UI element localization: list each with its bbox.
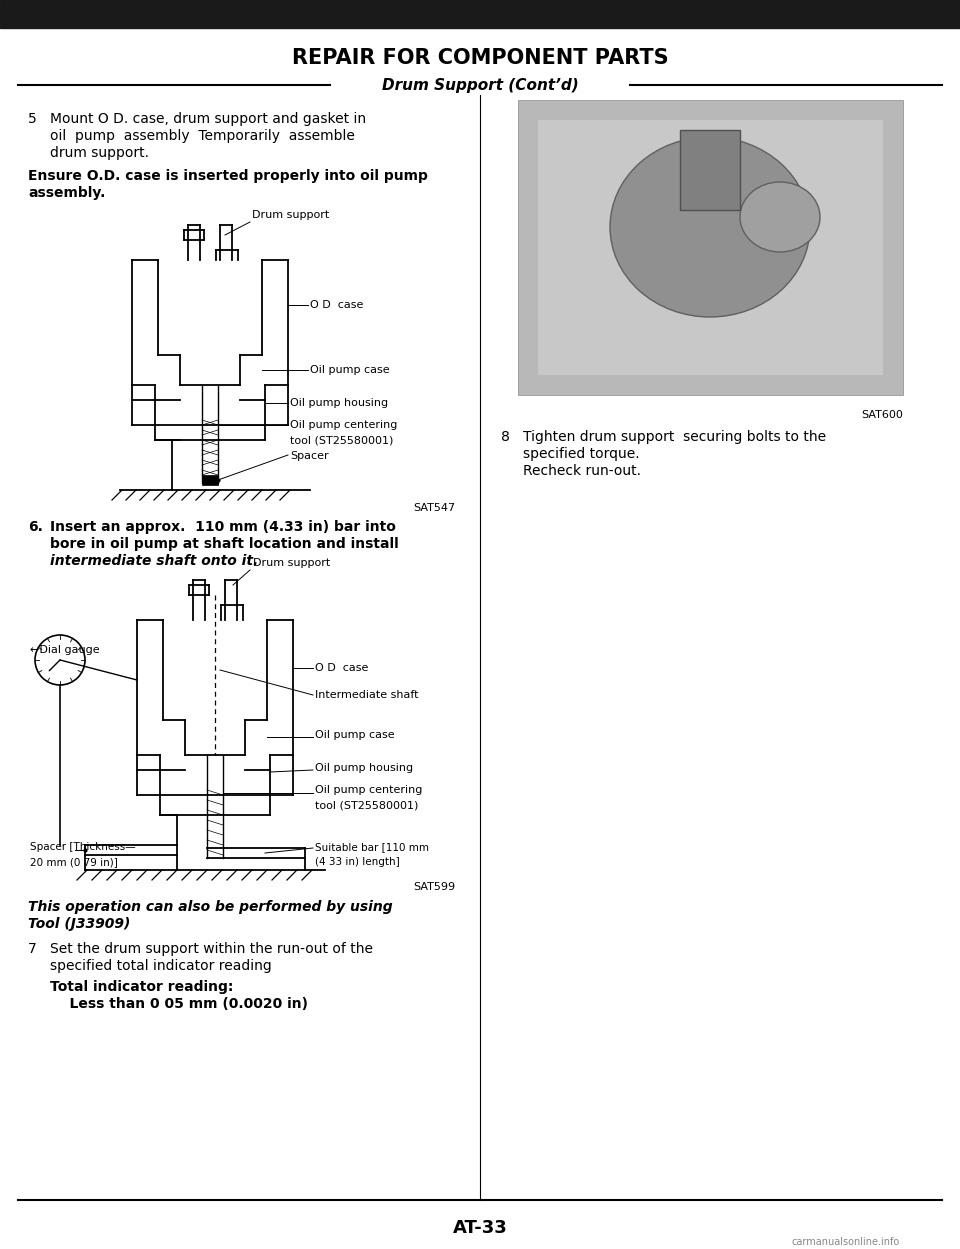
Text: tool (ST25580001): tool (ST25580001) [315, 801, 419, 811]
Text: SAT547: SAT547 [413, 503, 455, 513]
Bar [538, 120, 883, 375]
Text: Recheck run-out.: Recheck run-out. [523, 463, 641, 478]
Text: Insert an approx.  110 mm (4.33 in) bar into: Insert an approx. 110 mm (4.33 in) bar i… [50, 520, 396, 535]
Text: Drum Support (Cont’d): Drum Support (Cont’d) [382, 77, 578, 92]
Text: oil  pump  assembly  Temporarily  assemble: oil pump assembly Temporarily assemble [50, 129, 355, 142]
Text: Spacer [Thickness—: Spacer [Thickness— [30, 842, 135, 852]
Text: tool (ST25580001): tool (ST25580001) [290, 435, 394, 445]
Text: 8: 8 [501, 430, 510, 443]
Text: Oil pump centering: Oil pump centering [290, 420, 397, 430]
Text: Intermediate shaft: Intermediate shaft [315, 689, 419, 699]
Text: bore in oil pump at shaft location and install: bore in oil pump at shaft location and i… [50, 537, 398, 551]
Text: intermediate shaft onto it.: intermediate shaft onto it. [50, 555, 258, 568]
Text: Oil pump housing: Oil pump housing [290, 398, 388, 408]
Text: carmanualsonline.info: carmanualsonline.info [792, 1237, 900, 1247]
Text: AT-33: AT-33 [452, 1219, 508, 1237]
Text: assembly.: assembly. [28, 186, 106, 200]
Text: Tool (J33909): Tool (J33909) [28, 917, 131, 931]
Ellipse shape [610, 137, 810, 317]
Text: Tighten drum support  securing bolts to the: Tighten drum support securing bolts to t… [523, 430, 827, 443]
Text: O D  case: O D case [310, 300, 364, 310]
Text: Drum support: Drum support [252, 210, 329, 220]
Text: This operation can also be performed by using: This operation can also be performed by … [28, 901, 393, 914]
Bar [0, 0, 960, 27]
Text: Set the drum support within the run-out of the: Set the drum support within the run-out … [50, 942, 373, 955]
Text: 5: 5 [28, 112, 36, 126]
Bar [518, 100, 903, 395]
Bar [680, 130, 740, 210]
Text: SAT599: SAT599 [413, 882, 455, 892]
Text: Oil pump centering: Oil pump centering [315, 786, 422, 796]
Text: 7: 7 [28, 942, 36, 955]
Text: ←Dial gauge: ←Dial gauge [30, 644, 100, 654]
Text: Oil pump housing: Oil pump housing [315, 763, 413, 773]
Text: Ensure O.D. case is inserted properly into oil pump: Ensure O.D. case is inserted properly in… [28, 169, 428, 184]
Text: Drum support: Drum support [253, 558, 330, 568]
Text: specified total indicator reading: specified total indicator reading [50, 959, 272, 973]
Text: Spacer: Spacer [290, 451, 328, 461]
Ellipse shape [740, 182, 820, 252]
Text: REPAIR FOR COMPONENT PARTS: REPAIR FOR COMPONENT PARTS [292, 47, 668, 67]
Text: 6.: 6. [28, 520, 43, 535]
Text: Less than 0 05 mm (0.0020 in): Less than 0 05 mm (0.0020 in) [50, 997, 308, 1010]
Text: (4 33 in) length]: (4 33 in) length] [315, 857, 399, 867]
Text: Oil pump case: Oil pump case [310, 365, 390, 375]
Text: O D  case: O D case [315, 663, 369, 673]
Text: specified torque.: specified torque. [523, 447, 639, 461]
Text: drum support.: drum support. [50, 146, 149, 160]
Text: Total indicator reading:: Total indicator reading: [50, 980, 233, 994]
Text: Suitable bar [110 mm: Suitable bar [110 mm [315, 842, 429, 852]
Text: Oil pump case: Oil pump case [315, 729, 395, 739]
Text: SAT600: SAT600 [861, 410, 903, 420]
Text: Mount O D. case, drum support and gasket in: Mount O D. case, drum support and gasket… [50, 112, 366, 126]
Text: 20 mm (0 79 in)]: 20 mm (0 79 in)] [30, 857, 118, 867]
Bar [202, 475, 218, 485]
